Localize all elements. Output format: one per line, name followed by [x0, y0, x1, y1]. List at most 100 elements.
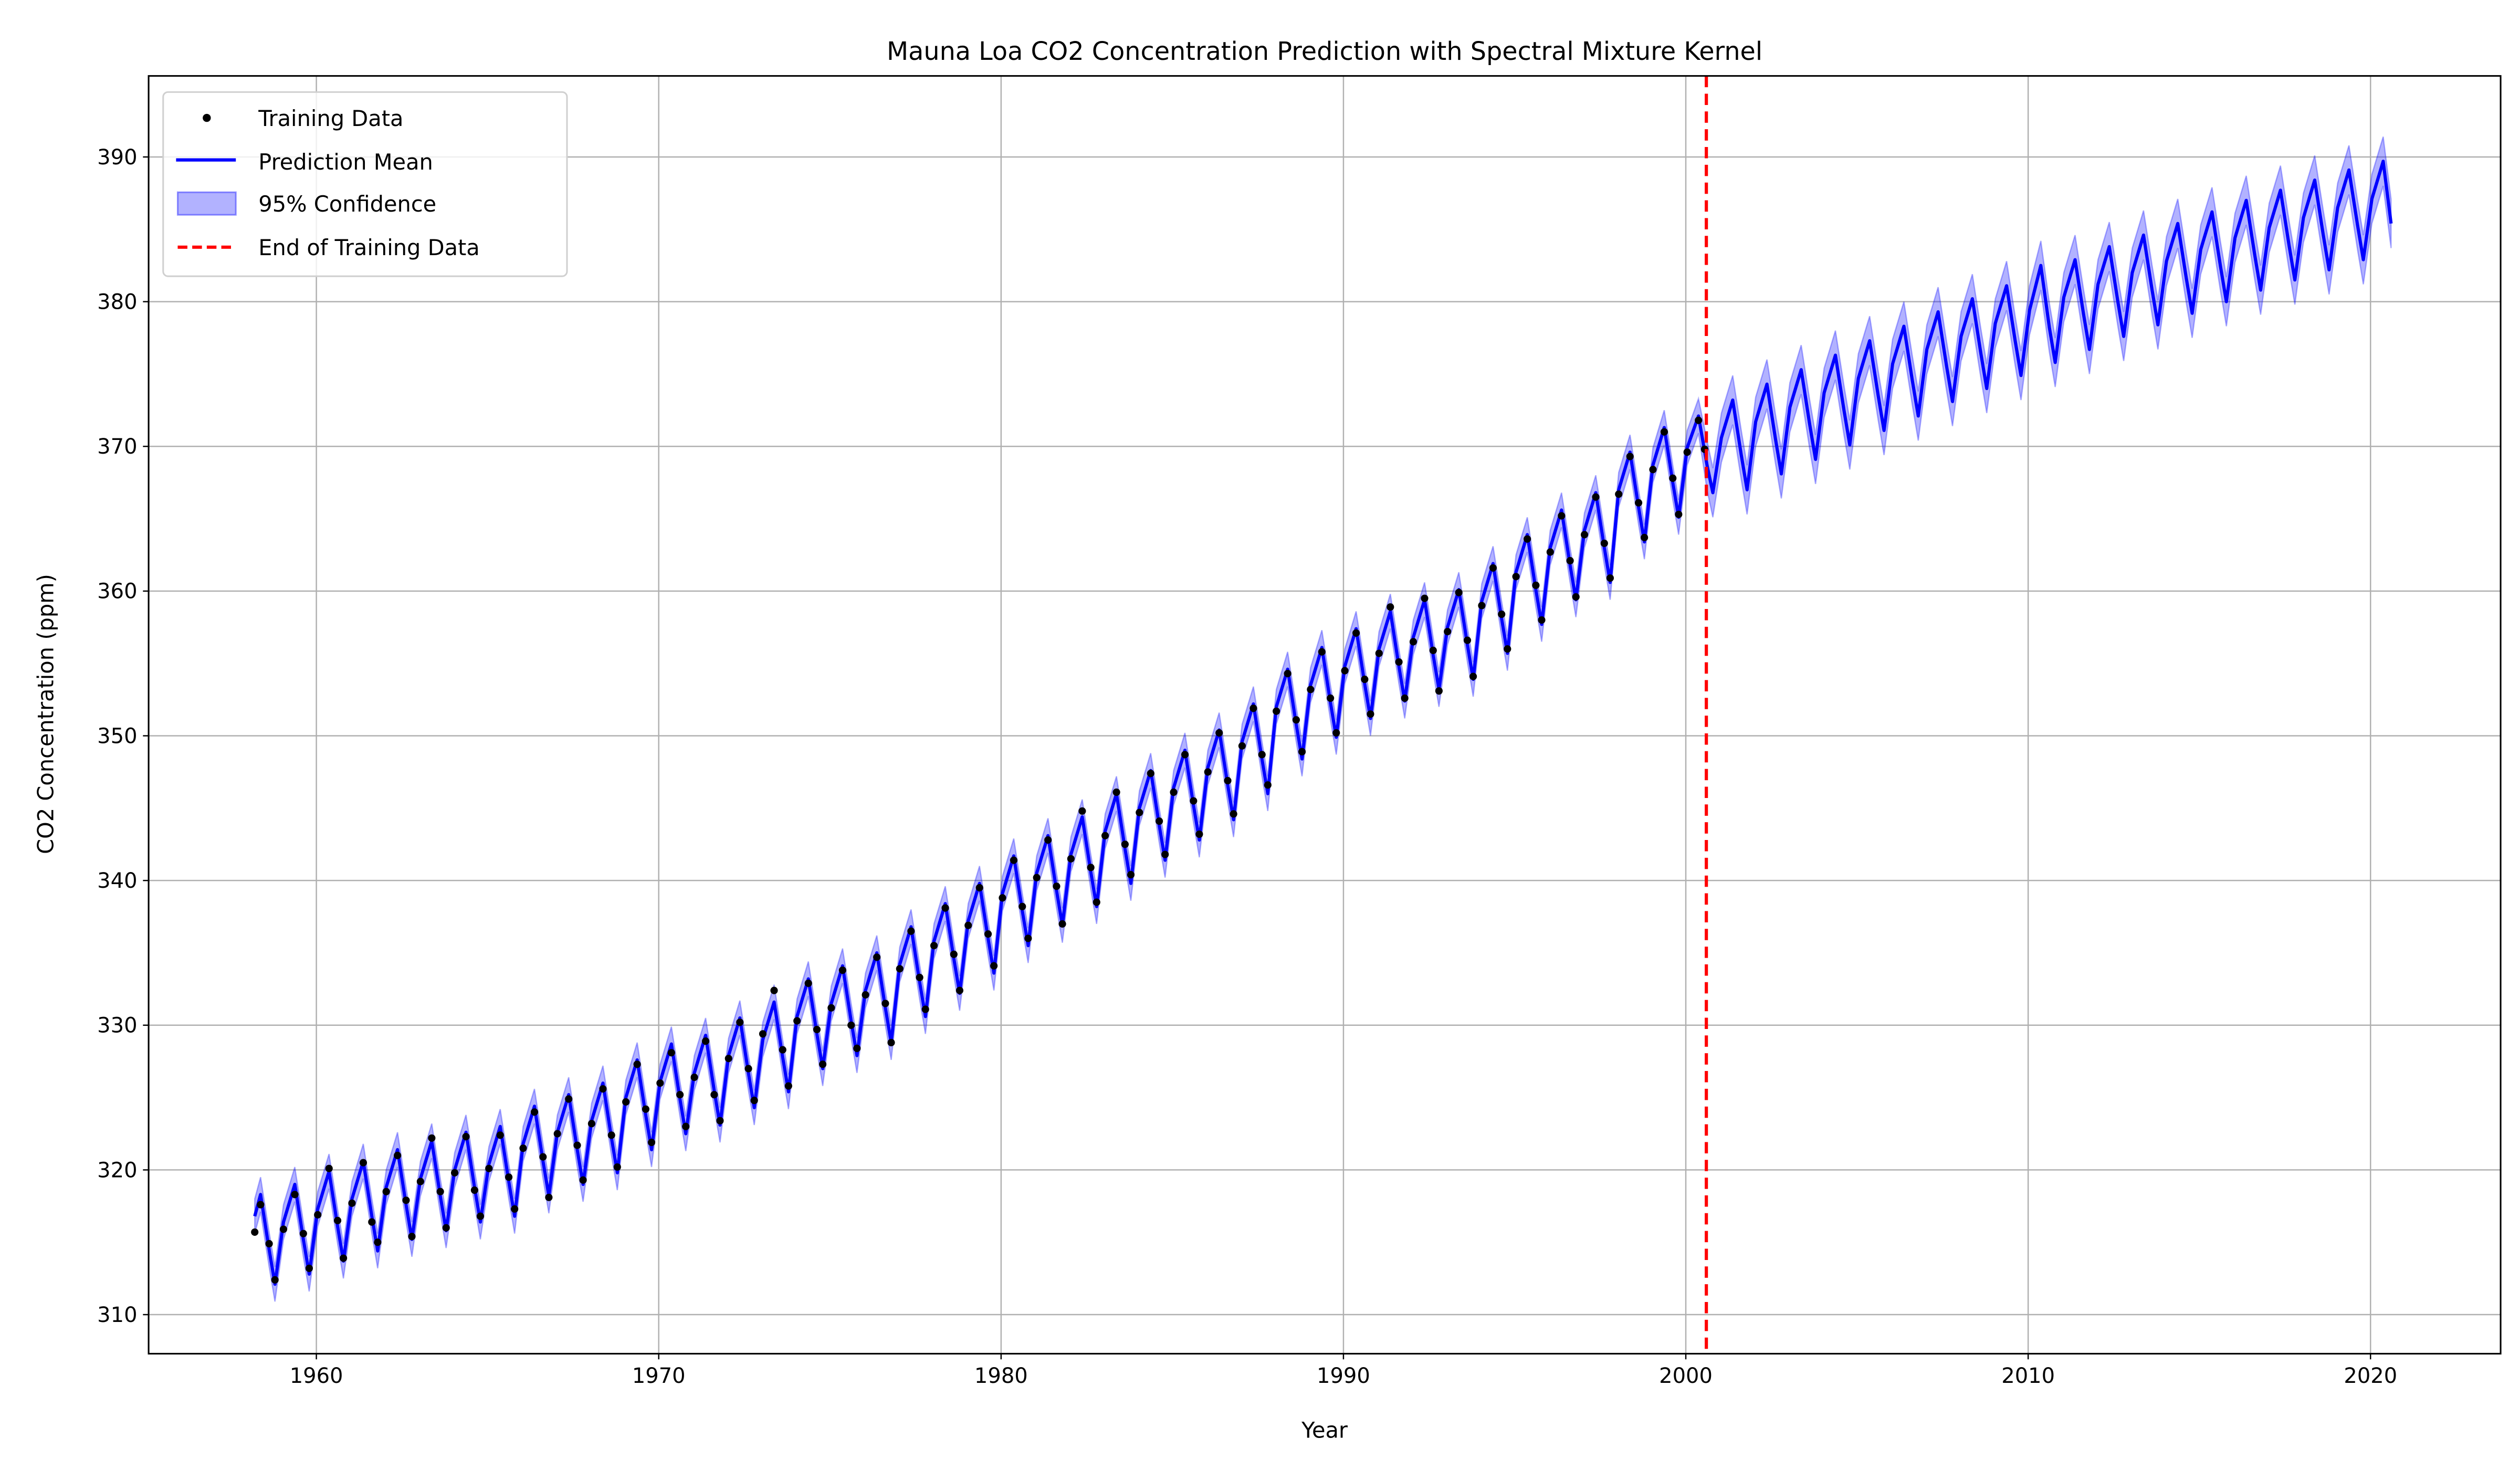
training-point — [1284, 669, 1292, 678]
training-point — [1504, 645, 1511, 653]
training-point — [1181, 751, 1189, 759]
training-point — [750, 1097, 758, 1105]
training-point — [1489, 564, 1497, 572]
training-point — [1170, 788, 1178, 796]
training-point — [314, 1211, 322, 1219]
training-point — [701, 1037, 710, 1045]
training-point — [1444, 627, 1452, 636]
training-point — [305, 1264, 313, 1272]
training-point — [1101, 832, 1109, 839]
training-point — [1264, 781, 1272, 789]
training-point — [1127, 871, 1135, 879]
training-point — [896, 965, 904, 973]
training-point — [519, 1144, 527, 1152]
training-point — [1352, 629, 1360, 637]
training-point — [793, 1017, 801, 1025]
confidence-band — [254, 136, 2392, 1302]
training-point — [340, 1254, 348, 1262]
training-point — [1634, 499, 1643, 507]
training-point — [759, 1030, 767, 1038]
training-point — [682, 1122, 690, 1130]
y-tick-label: 370 — [97, 435, 137, 459]
training-point — [1580, 531, 1589, 539]
training-point — [1641, 533, 1648, 541]
training-point — [1067, 855, 1075, 863]
training-point — [450, 1169, 459, 1177]
training-point — [1683, 448, 1691, 456]
training-point — [779, 1046, 786, 1054]
y-tick-label: 360 — [97, 580, 137, 604]
training-point — [599, 1085, 607, 1093]
training-point — [1675, 510, 1683, 518]
training-point — [1626, 453, 1634, 460]
y-axis-label: CO2 Concentration (ppm) — [33, 574, 59, 854]
y-tick-label: 340 — [97, 869, 137, 893]
training-point — [1615, 490, 1623, 498]
training-point — [975, 884, 983, 891]
plot-frame — [148, 75, 2502, 1354]
training-point — [1649, 466, 1657, 474]
training-point — [1478, 602, 1486, 610]
confidence-band-area — [254, 136, 2392, 1302]
x-tick-label: 2020 — [2344, 1364, 2397, 1388]
training-point — [813, 1025, 821, 1034]
training-points — [251, 416, 1708, 1284]
training-point — [565, 1095, 573, 1103]
training-point — [607, 1131, 615, 1139]
training-point — [470, 1186, 478, 1194]
training-point — [545, 1193, 553, 1201]
y-tick-label: 390 — [97, 145, 137, 170]
training-point — [1512, 573, 1520, 581]
training-point — [1053, 883, 1060, 890]
training-point — [462, 1132, 470, 1141]
training-point — [257, 1201, 265, 1209]
training-point — [553, 1130, 561, 1138]
training-point — [642, 1105, 650, 1113]
training-point — [1215, 729, 1223, 737]
training-point — [374, 1238, 382, 1246]
training-point — [881, 1000, 889, 1007]
training-point — [1058, 920, 1066, 928]
x-tick-label: 1970 — [632, 1364, 686, 1388]
training-point — [408, 1233, 416, 1241]
training-point — [1401, 694, 1409, 702]
y-tick-label: 310 — [97, 1303, 137, 1327]
training-point — [1033, 874, 1041, 881]
x-tick-label: 1980 — [974, 1364, 1028, 1388]
training-point — [1695, 416, 1703, 424]
training-point — [1190, 797, 1198, 805]
training-point — [1498, 610, 1506, 618]
training-point — [1204, 768, 1212, 776]
training-point — [1600, 539, 1608, 547]
x-tick-label: 2000 — [1659, 1364, 1713, 1388]
training-point — [676, 1091, 684, 1099]
y-tick-label: 380 — [97, 290, 137, 314]
training-point — [333, 1216, 342, 1224]
x-tick-label: 1990 — [1317, 1364, 1370, 1388]
training-point — [1572, 593, 1580, 601]
y-tick-label: 350 — [97, 724, 137, 748]
training-point — [999, 894, 1006, 902]
training-point — [847, 1021, 855, 1029]
training-point — [667, 1049, 675, 1057]
training-point — [1273, 707, 1280, 715]
training-point — [1332, 729, 1340, 737]
x-tick-label: 2010 — [2001, 1364, 2055, 1388]
training-point — [887, 1038, 895, 1046]
training-point — [690, 1073, 698, 1082]
training-point — [1147, 770, 1154, 778]
training-point — [402, 1196, 410, 1204]
training-point — [1469, 673, 1477, 680]
training-point — [916, 973, 923, 981]
grid — [149, 76, 2501, 1354]
training-point — [476, 1212, 485, 1220]
training-point — [744, 1065, 752, 1073]
legend-band-swatch — [176, 191, 237, 216]
training-point — [647, 1138, 656, 1147]
training-point — [587, 1120, 595, 1128]
training-point — [804, 979, 812, 987]
training-point — [950, 950, 958, 958]
training-point — [736, 1018, 744, 1026]
training-point — [1224, 776, 1232, 785]
training-point — [1230, 810, 1237, 818]
